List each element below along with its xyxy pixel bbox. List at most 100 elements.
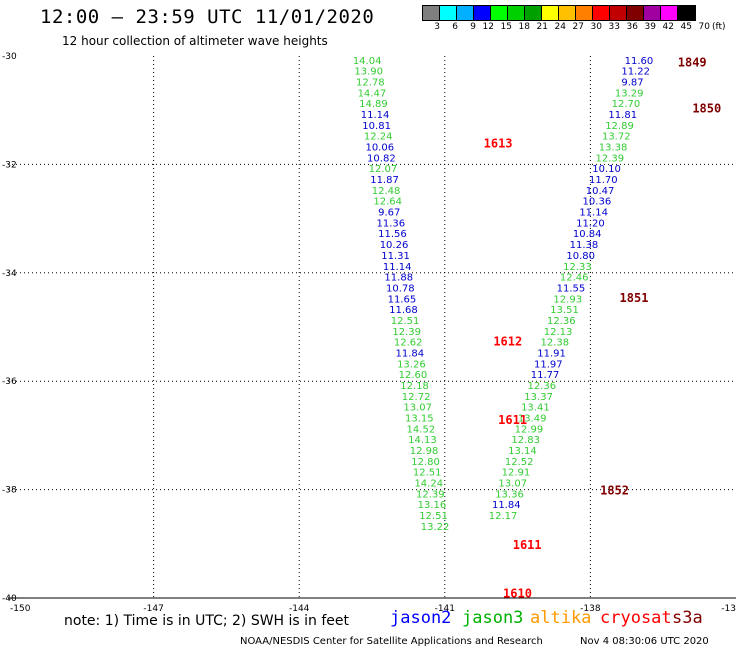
color-swatch	[423, 6, 440, 20]
wave-height-label: 11.14	[579, 208, 608, 219]
wave-height-label: 12.48	[372, 186, 401, 197]
y-tick-label: -36	[2, 377, 17, 387]
x-tick-label: -147	[143, 604, 163, 614]
y-tick-label: -38	[2, 486, 17, 496]
color-swatch	[644, 6, 661, 20]
wave-height-label: 11.38	[570, 240, 599, 251]
wave-height-label: 12.51	[419, 511, 448, 522]
color-swatch	[610, 6, 627, 20]
wave-height-label: 13.49	[518, 414, 547, 425]
pass-time-label: 1851	[620, 291, 649, 305]
wave-height-label: 12.60	[399, 370, 428, 381]
pass-time-label: 1611	[513, 538, 542, 552]
credit-line: NOAA/NESDIS Center for Satellite Applica…	[240, 636, 543, 647]
wave-height-label: 11.87	[370, 175, 399, 186]
wave-height-label: 11.84	[395, 348, 424, 359]
color-scale-label: 45	[680, 22, 692, 32]
wave-height-label: 13.51	[550, 305, 579, 316]
wave-height-label: 9.87	[621, 77, 643, 88]
wave-height-label: 11.56	[378, 229, 407, 240]
pass-time-label: 1849	[678, 55, 707, 69]
color-swatch	[678, 6, 695, 20]
wave-height-label: 11.65	[388, 294, 417, 305]
x-tick-label: -150	[10, 604, 31, 614]
x-tick-label: -141	[435, 604, 455, 614]
wave-height-label: 12.39	[416, 489, 445, 500]
legend-s3a: s3a	[672, 608, 703, 628]
wave-height-label: 10.78	[386, 283, 415, 294]
wave-height-label: 10.47	[586, 186, 615, 197]
wave-height-label: 12.17	[489, 511, 518, 522]
wave-height-label: 14.47	[358, 88, 387, 99]
wave-height-label: 13.36	[495, 489, 524, 500]
color-swatch	[627, 6, 644, 20]
wave-height-label: 12.64	[373, 197, 402, 208]
color-scale-label: 12	[482, 22, 494, 32]
wave-height-label: 12.99	[515, 424, 544, 435]
color-scale-label: 39	[644, 22, 656, 32]
color-scale-label: 42	[662, 22, 674, 32]
wave-height-label: 11.14	[361, 110, 390, 121]
wave-height-label: 12.89	[605, 121, 634, 132]
wave-height-label: 12.62	[394, 338, 423, 349]
y-tick-label: -32	[2, 160, 17, 170]
wave-height-label: 10.10	[592, 164, 621, 175]
wave-height-label: 10.06	[365, 143, 394, 154]
page-title: 12:00 – 23:59 UTC 11/01/2020	[40, 6, 375, 28]
x-tick-label: -138	[580, 604, 601, 614]
wave-height-label: 14.04	[353, 56, 382, 67]
wave-height-label: 11.55	[557, 283, 586, 294]
wave-height-label: 12.72	[402, 392, 431, 403]
y-tick-label: -40	[2, 594, 17, 604]
wave-height-label: 12.93	[553, 294, 582, 305]
wave-height-label: 14.89	[359, 99, 388, 110]
wave-height-label: 14.52	[407, 424, 436, 435]
wave-height-label: 11.77	[531, 370, 560, 381]
color-scale-label: 36	[626, 22, 638, 32]
color-scale-label: 33	[608, 22, 620, 32]
color-scale-bar	[422, 5, 696, 21]
color-swatch	[542, 6, 559, 20]
wave-height-label: 13.37	[524, 392, 553, 403]
wave-height-label: 10.36	[583, 197, 612, 208]
wave-height-label: 11.14	[383, 262, 412, 273]
wave-height-label: 12.51	[391, 316, 420, 327]
wave-height-label: 11.22	[621, 67, 650, 78]
color-scale-label: 21	[536, 22, 548, 32]
wave-height-label: 14.24	[414, 479, 443, 490]
pass-time-label: 1850	[692, 101, 721, 115]
wave-height-label: 13.72	[602, 132, 631, 143]
wave-height-label: 12.07	[369, 164, 398, 175]
wave-height-label: 13.38	[599, 143, 628, 154]
wave-height-label: 12.13	[544, 327, 573, 338]
x-tick-label: -13	[721, 604, 736, 614]
wave-height-label: 9.67	[378, 208, 400, 219]
color-scale-label: 18	[518, 22, 530, 32]
wave-height-label: 12.83	[511, 435, 540, 446]
wave-height-label: 11.70	[589, 175, 618, 186]
legend-altika: altika	[530, 608, 592, 628]
color-swatch	[491, 6, 508, 20]
wave-height-label: 11.68	[389, 305, 418, 316]
wave-height-label: 13.26	[397, 359, 426, 370]
wave-height-label: 10.26	[380, 240, 409, 251]
page-subtitle: 12 hour collection of altimeter wave hei…	[62, 34, 328, 48]
wave-height-label: 11.36	[377, 218, 406, 229]
color-scale-label: 70	[698, 22, 710, 32]
wave-height-label: 13.07	[403, 403, 432, 414]
color-swatch	[593, 6, 610, 20]
wave-height-label: 12.36	[547, 316, 576, 327]
wave-height-label: 13.29	[615, 88, 644, 99]
wave-height-label: 10.81	[362, 121, 391, 132]
color-scale-label: 27	[572, 22, 584, 32]
wave-height-label: 11.84	[492, 500, 521, 511]
color-scale-label: 6	[452, 22, 458, 32]
color-swatch	[457, 6, 474, 20]
legend-jason2: jason2	[390, 608, 452, 628]
pass-time-label: 1613	[484, 137, 513, 151]
wave-height-label: 12.52	[505, 457, 534, 468]
wave-height-label: 10.82	[367, 153, 396, 164]
pass-time-label: 1612	[493, 335, 522, 349]
wave-height-label: 11.91	[537, 348, 566, 359]
wave-height-label: 12.70	[612, 99, 641, 110]
